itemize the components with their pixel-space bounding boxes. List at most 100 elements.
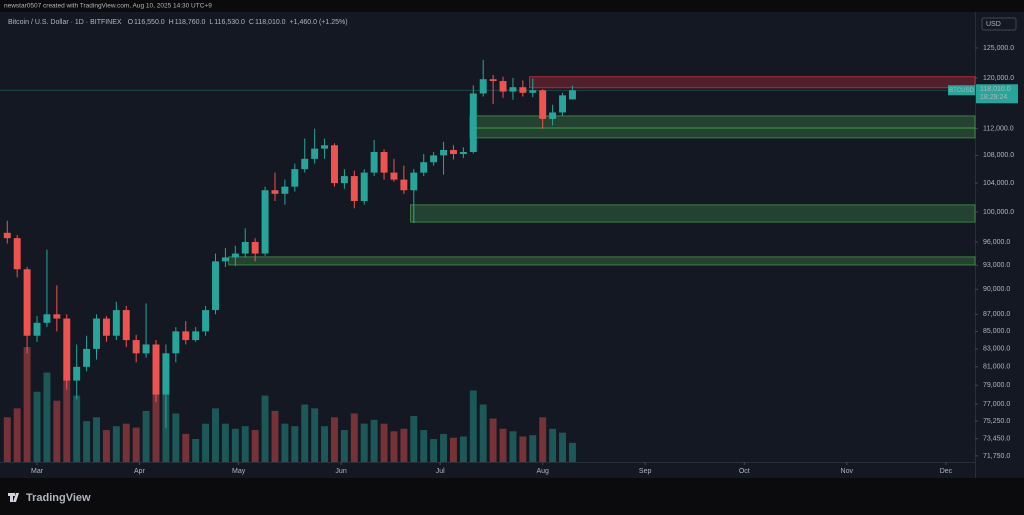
candle-body xyxy=(311,148,319,159)
volume-bar xyxy=(549,428,557,462)
volume-bar xyxy=(251,430,259,462)
candle-body xyxy=(152,344,160,395)
candle-body xyxy=(221,257,229,262)
candle-body xyxy=(3,232,11,239)
candle-body xyxy=(231,253,239,258)
volume-bar xyxy=(509,431,517,462)
volume-bar xyxy=(192,439,200,462)
volume-bar xyxy=(212,408,219,462)
legend-value: 118,010.0 xyxy=(255,19,286,26)
x-tick-label: Jul xyxy=(436,468,445,475)
candle-body xyxy=(380,152,388,173)
candle-body xyxy=(340,176,348,184)
candle-body xyxy=(122,310,130,341)
y-tick-label: 112,000.0 xyxy=(983,126,1014,133)
candle-body xyxy=(102,318,110,336)
legend-label: L xyxy=(209,19,213,26)
y-tick-label: 90,000.0 xyxy=(983,286,1010,293)
price-box xyxy=(976,84,1018,104)
volume-bar xyxy=(499,428,507,462)
volume-bar xyxy=(132,427,140,462)
volume-bar xyxy=(152,391,160,462)
volume-bar xyxy=(380,423,388,462)
y-tick-label: 108,000.0 xyxy=(983,152,1014,159)
volume-bar xyxy=(430,439,438,462)
volume-bar xyxy=(311,408,319,462)
volume-bar xyxy=(489,418,497,462)
candle-body xyxy=(509,87,517,92)
volume-bar xyxy=(142,410,150,462)
volume-bar xyxy=(73,395,81,462)
volume-bar xyxy=(449,437,457,462)
y-tick-label: 104,000.0 xyxy=(983,180,1014,187)
legend-value: 116,550.0 xyxy=(134,19,165,26)
candle-body xyxy=(331,145,338,184)
candle-body xyxy=(33,322,41,336)
candle-body xyxy=(43,314,51,323)
x-tick-label: Aug xyxy=(536,468,549,475)
candle-body xyxy=(162,353,170,395)
volume-bar xyxy=(301,404,309,462)
y-tick-label: 75,250.0 xyxy=(983,418,1010,425)
x-tick-label: Sep xyxy=(639,468,652,475)
candle-body xyxy=(529,90,537,93)
x-tick-label: May xyxy=(232,468,246,475)
y-tick-label: 125,000.0 xyxy=(983,45,1014,52)
brand-logo xyxy=(8,493,19,502)
zone xyxy=(529,76,976,89)
volume-bar xyxy=(459,436,467,462)
candle-body xyxy=(23,269,31,336)
brand: TradingView xyxy=(8,492,91,504)
volume-bar xyxy=(529,435,537,462)
y-tick-label: 96,000.0 xyxy=(983,239,1010,246)
currency: USD xyxy=(986,21,1001,28)
candle-body xyxy=(519,87,527,93)
candle-body xyxy=(410,172,418,191)
volume-bar xyxy=(331,417,338,462)
candle-body xyxy=(459,152,467,155)
legend-value: 116,530.0 xyxy=(214,19,245,26)
chart-title: Bitcoin / U.S. Dollar · 1D · BITFINEX xyxy=(8,19,122,26)
candle-body xyxy=(469,93,477,153)
volume-bar xyxy=(221,423,229,462)
volume-bar xyxy=(102,430,110,462)
volume-bar xyxy=(261,395,269,462)
volume-bar xyxy=(340,430,348,462)
volume-bar xyxy=(122,423,130,462)
y-tick-label: 79,000.0 xyxy=(983,382,1010,389)
volume-bar xyxy=(321,426,329,462)
legend-label: H xyxy=(169,19,174,26)
y-tick-label: 73,450.0 xyxy=(983,436,1010,443)
legend-label: O xyxy=(128,19,134,26)
volume-bar xyxy=(281,423,289,462)
candle-body xyxy=(390,172,398,180)
candle-body xyxy=(63,318,71,381)
candle-body xyxy=(271,190,279,194)
candle-body xyxy=(489,79,497,82)
candle-body xyxy=(93,318,100,349)
candle-body xyxy=(83,348,91,367)
volume-bar xyxy=(13,408,21,462)
x-tick-label: Jun xyxy=(335,468,346,475)
candle-body xyxy=(132,340,140,354)
volume-bar xyxy=(360,423,368,462)
candle-body xyxy=(53,314,61,319)
volume-bar xyxy=(390,431,398,462)
candle-body xyxy=(251,241,259,254)
candle-body xyxy=(479,79,487,94)
credit: newstar0507 created with TradingView.com… xyxy=(4,3,212,10)
candle-body xyxy=(350,176,358,202)
candle-body xyxy=(73,366,81,381)
y-tick-label: 100,000.0 xyxy=(983,209,1014,216)
zone xyxy=(469,127,976,139)
volume-bar xyxy=(43,372,51,462)
x-tick-label: Apr xyxy=(134,468,146,475)
y-tick-label: 83,000.0 xyxy=(983,346,1010,353)
candle-body xyxy=(241,241,249,254)
volume-bar xyxy=(93,417,100,462)
candle-body xyxy=(430,155,438,163)
candle-body xyxy=(549,112,557,119)
